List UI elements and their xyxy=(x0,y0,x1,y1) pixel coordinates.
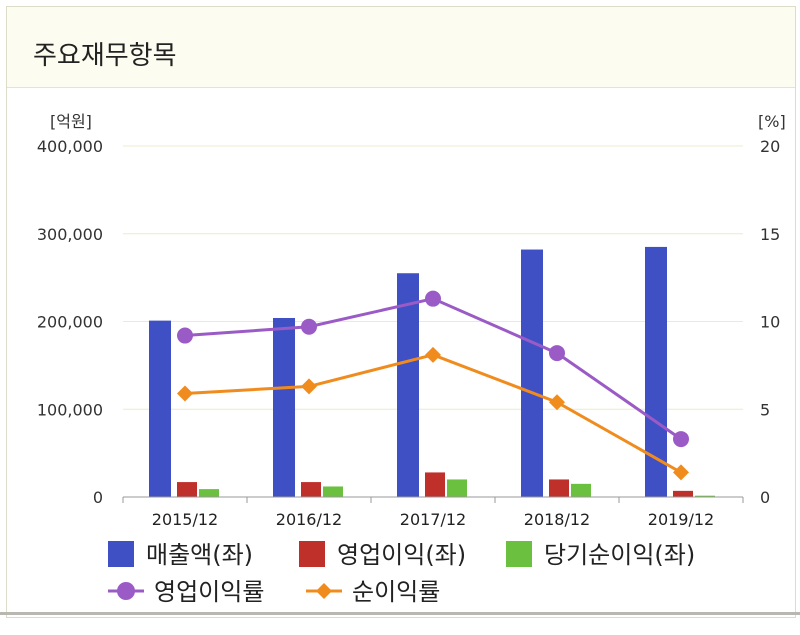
right-axis-tick-label: 15 xyxy=(760,225,780,244)
data-point xyxy=(549,394,565,411)
left-axis-unit: [억원] xyxy=(50,112,92,131)
bar xyxy=(673,490,693,497)
left-axis-tick-label: 100,000 xyxy=(37,400,103,419)
legend-label: 당기순이익(좌) xyxy=(544,541,695,569)
legend-label: 매출액(좌) xyxy=(146,541,253,569)
legend-swatch xyxy=(299,541,325,567)
x-axis-tick-label: 2015/12 xyxy=(152,510,218,529)
left-axis-tick-label: 300,000 xyxy=(37,225,103,244)
bar xyxy=(301,482,321,497)
bar xyxy=(571,483,591,497)
bar xyxy=(447,479,467,497)
bar xyxy=(273,317,295,497)
bar xyxy=(549,479,569,497)
bar xyxy=(149,320,171,497)
data-point xyxy=(425,346,441,363)
series-line xyxy=(184,297,682,441)
data-point xyxy=(673,431,689,448)
panel-title: 주요재무항목 xyxy=(33,41,177,71)
bar xyxy=(177,482,197,497)
bar xyxy=(199,489,219,497)
bottom-divider xyxy=(0,612,800,615)
panel-header: 주요재무항목 xyxy=(7,7,795,88)
right-axis-tick-label: 10 xyxy=(760,313,780,332)
x-axis-tick-label: 2019/12 xyxy=(648,510,714,529)
series-line xyxy=(184,353,682,474)
bar xyxy=(645,246,667,497)
right-axis-tick-label: 5 xyxy=(760,400,770,419)
right-axis-tick-label: 0 xyxy=(760,488,770,507)
legend-marker xyxy=(316,583,332,599)
data-point xyxy=(301,378,317,395)
legend-swatch xyxy=(506,541,532,567)
data-point xyxy=(177,385,193,402)
left-axis-tick-label: 200,000 xyxy=(37,313,103,332)
x-axis-tick-label: 2018/12 xyxy=(524,510,590,529)
right-axis-tick-label: 20 xyxy=(760,137,780,156)
bar xyxy=(695,495,715,497)
data-point xyxy=(425,290,441,307)
bar xyxy=(425,472,445,497)
data-point xyxy=(673,464,689,481)
left-axis-tick-label: 0 xyxy=(93,488,103,507)
data-point xyxy=(301,318,317,335)
legend-swatch xyxy=(108,541,134,567)
bar xyxy=(521,249,543,497)
legend-label: 영업이익(좌) xyxy=(337,541,466,569)
data-point xyxy=(549,345,565,362)
x-axis-tick-label: 2017/12 xyxy=(400,510,466,529)
legend-marker xyxy=(117,582,135,600)
bar xyxy=(397,273,419,497)
legend-label: 순이익률 xyxy=(352,578,440,606)
data-point xyxy=(177,327,193,344)
right-axis-unit: [%] xyxy=(758,112,786,131)
legend-label: 영업이익률 xyxy=(154,578,264,606)
left-axis-tick-label: 400,000 xyxy=(37,137,103,156)
bar xyxy=(323,486,343,497)
x-axis-tick-label: 2016/12 xyxy=(276,510,342,529)
